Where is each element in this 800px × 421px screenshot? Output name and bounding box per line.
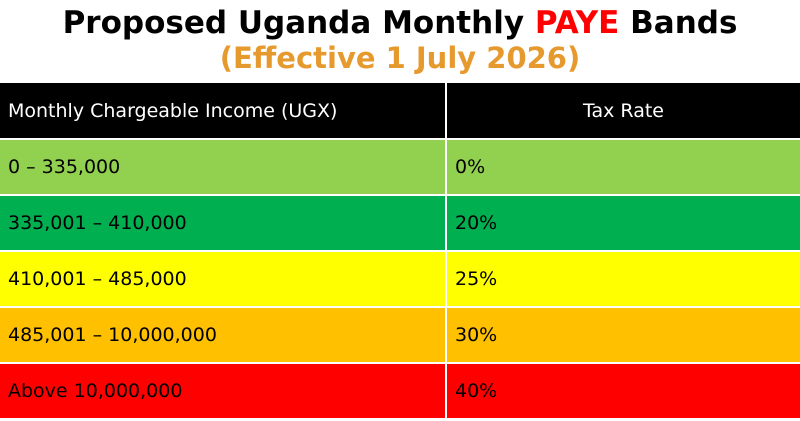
income-cell: 335,001 – 410,000 xyxy=(0,195,447,252)
table-row: 0 – 335,000 0% xyxy=(0,139,800,196)
title-part-2: Bands xyxy=(619,5,738,41)
page-title: Proposed Uganda Monthly PAYE Bands xyxy=(0,4,800,42)
title-highlight-paye: PAYE xyxy=(534,5,620,41)
header-tax-rate: Tax Rate xyxy=(446,83,800,140)
paye-bands-table: Monthly Chargeable Income (UGX) Tax Rate… xyxy=(0,83,800,420)
page-subtitle: (Effective 1 July 2026) xyxy=(219,41,581,75)
rate-cell: 30% xyxy=(446,307,800,364)
table-row: 485,001 – 10,000,000 30% xyxy=(0,307,800,364)
rate-cell: 20% xyxy=(446,195,800,252)
income-cell: 485,001 – 10,000,000 xyxy=(0,307,447,364)
rate-cell: 40% xyxy=(446,363,800,420)
rate-cell: 0% xyxy=(446,139,800,196)
table-row: Above 10,000,000 40% xyxy=(0,363,800,420)
title-part-1: Proposed Uganda Monthly xyxy=(62,5,535,41)
table-body: 0 – 335,000 0% 335,001 – 410,000 20% 410… xyxy=(0,139,800,420)
rate-cell: 25% xyxy=(446,251,800,308)
header-row: Monthly Chargeable Income (UGX) Tax Rate xyxy=(0,83,800,140)
table-header: Monthly Chargeable Income (UGX) Tax Rate xyxy=(0,83,800,140)
table-row: 335,001 – 410,000 20% xyxy=(0,195,800,252)
table-row: 410,001 – 485,000 25% xyxy=(0,251,800,308)
header-income: Monthly Chargeable Income (UGX) xyxy=(0,83,447,140)
income-cell: 0 – 335,000 xyxy=(0,139,447,196)
income-cell: 410,001 – 485,000 xyxy=(0,251,447,308)
income-cell: Above 10,000,000 xyxy=(0,363,447,420)
